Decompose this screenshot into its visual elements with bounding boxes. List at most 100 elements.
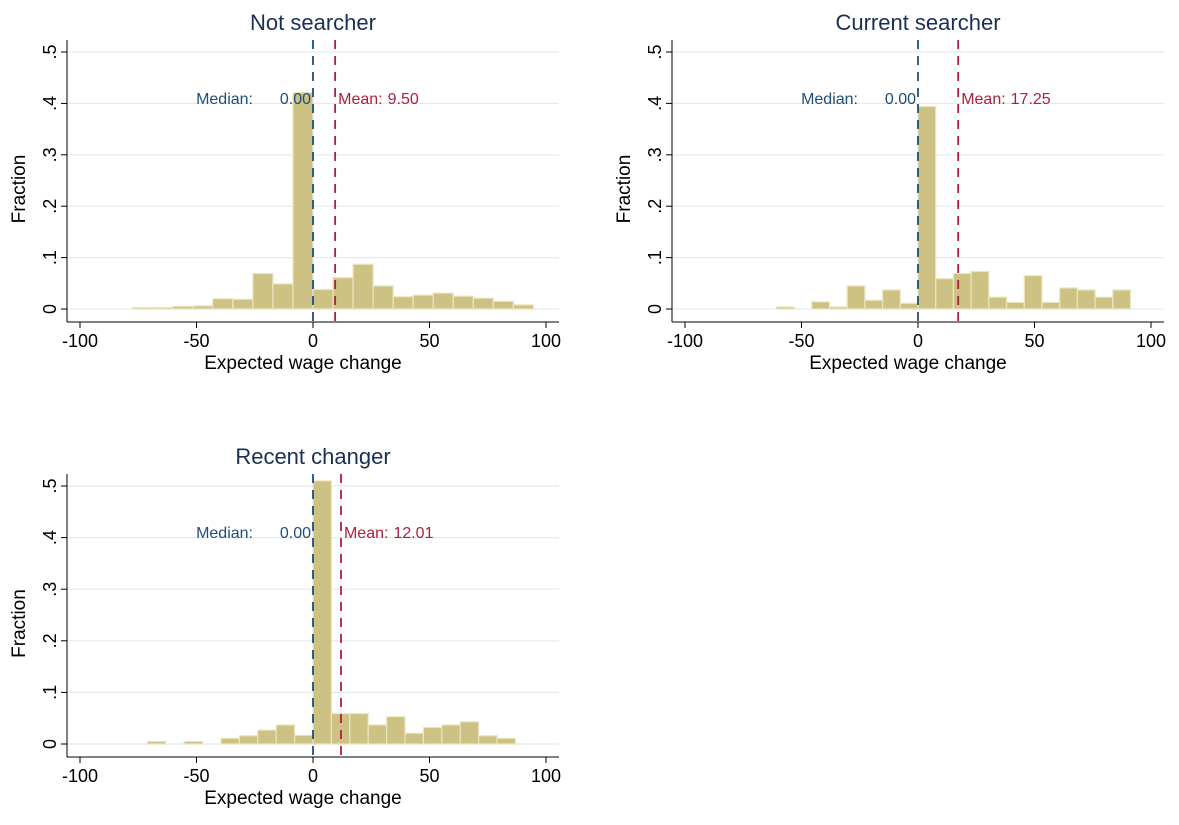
histogram-bar — [452, 295, 474, 310]
y-axis-title: Fraction — [614, 155, 635, 224]
y-axis-title: Fraction — [9, 155, 30, 224]
x-tick-label: -100 — [667, 331, 703, 351]
histogram-bar — [828, 306, 848, 310]
x-tick-label: 0 — [308, 331, 318, 351]
mean-value: 17.25 — [1011, 91, 1051, 108]
y-tick-label: .5 — [40, 478, 60, 493]
median-label: Median: — [801, 91, 858, 108]
histogram-bar — [846, 285, 866, 310]
histogram-bar — [899, 302, 919, 310]
histogram-bar — [272, 283, 294, 310]
mean-value: 12.01 — [393, 525, 433, 542]
x-tick-label: -50 — [183, 766, 209, 786]
histogram-bar — [392, 296, 414, 310]
median-value: 0.00 — [885, 91, 916, 108]
y-tick-label: .2 — [645, 199, 665, 214]
histogram-bar — [970, 270, 990, 310]
y-tick-label: 0 — [645, 304, 665, 314]
histogram-bar — [349, 712, 369, 745]
histogram-bar — [459, 721, 480, 745]
histogram-bar — [367, 724, 388, 745]
histogram-bar — [1023, 274, 1043, 310]
x-tick-label: 0 — [308, 766, 318, 786]
histogram-bar — [386, 716, 406, 745]
y-tick-label: 0 — [40, 304, 60, 314]
x-tick-label: 100 — [1136, 331, 1166, 351]
histogram-bar — [496, 737, 517, 745]
histogram-bar — [952, 272, 972, 310]
histogram-bar — [404, 732, 425, 745]
y-axis-title: Fraction — [9, 589, 30, 658]
histogram-bar — [312, 480, 333, 745]
histogram-bar — [352, 263, 374, 310]
panel-title: Current searcher — [835, 10, 1000, 35]
x-tick-label: 50 — [419, 331, 439, 351]
y-tick-label: .4 — [40, 96, 60, 111]
histogram-bar — [146, 740, 167, 745]
histogram-bar — [257, 729, 277, 745]
histogram-bar — [252, 272, 274, 310]
histogram-bar — [132, 306, 154, 310]
y-tick-label: .5 — [645, 44, 665, 59]
histogram-bar — [512, 304, 535, 310]
mean-label: Mean: — [344, 525, 388, 542]
y-tick-label: 0 — [40, 739, 60, 749]
y-tick-label: .2 — [40, 199, 60, 214]
histogram-bar — [1005, 301, 1025, 310]
median-value: 0.00 — [280, 525, 311, 542]
histogram-bar — [332, 277, 354, 310]
histogram-bar — [432, 292, 454, 310]
mean-annotation: Mean: 17.25 — [961, 91, 1051, 108]
histogram-bar — [478, 735, 498, 745]
histogram-bar — [275, 724, 296, 745]
panel-current-searcher: 0 .1 .2 .3 .4 .5 -100 -50 0 50 100 Expected wage ch… — [614, 10, 1166, 374]
histogram-bar — [1112, 289, 1132, 310]
histogram-bar — [881, 289, 901, 310]
x-tick-label: -100 — [62, 766, 98, 786]
panel-recent-changer: 0 .1 .2 .3 .4 .5 -100 -50 0 50 100 Expected wage ch… — [9, 444, 561, 809]
panel-title: Recent changer — [235, 444, 390, 469]
panel-title: Not searcher — [250, 10, 376, 35]
y-tick-label: .4 — [40, 530, 60, 545]
x-axis-title: Expected wage change — [809, 353, 1007, 374]
histogram-bar — [988, 296, 1008, 310]
histogram-bar — [935, 278, 955, 310]
histogram-bar — [172, 305, 194, 310]
y-tick-label: .3 — [645, 147, 665, 162]
histogram-bar — [152, 306, 174, 310]
x-tick-label: 50 — [1024, 331, 1044, 351]
histogram-bar — [292, 92, 314, 310]
histogram-bar — [192, 305, 214, 310]
mean-label: Mean: — [961, 91, 1005, 108]
median-label: Median: — [196, 525, 253, 542]
y-tick-label: .1 — [40, 250, 60, 265]
mean-value: 9.50 — [388, 91, 419, 108]
histogram-bar — [472, 297, 494, 310]
y-tick-label: .3 — [40, 147, 60, 162]
panel-not-searcher: 0 .1 .2 .3 .4 .5 -100 -50 0 50 100 Expected wage ch… — [9, 10, 561, 374]
y-tick-label: .1 — [40, 685, 60, 700]
median-value: 0.00 — [280, 91, 311, 108]
x-tick-label: 50 — [419, 766, 439, 786]
x-tick-label: 0 — [913, 331, 923, 351]
x-tick-label: -50 — [788, 331, 814, 351]
histogram-bar — [293, 734, 314, 745]
histogram-bar — [811, 301, 831, 310]
histogram-bar — [864, 299, 884, 310]
histogram-bar — [1059, 287, 1078, 310]
x-tick-label: -50 — [183, 331, 209, 351]
histogram-bar — [775, 306, 795, 310]
y-tick-label: .3 — [40, 582, 60, 597]
y-tick-label: .5 — [40, 44, 60, 59]
median-label: Median: — [196, 91, 253, 108]
histogram-bar — [220, 737, 240, 745]
histogram-bar — [492, 300, 514, 310]
histogram-bar — [372, 285, 394, 310]
histogram-bar — [312, 288, 334, 310]
x-tick-label: 100 — [531, 766, 561, 786]
histogram-bar — [238, 735, 259, 745]
mean-label: Mean: — [338, 91, 382, 108]
histogram-bar — [917, 105, 937, 310]
